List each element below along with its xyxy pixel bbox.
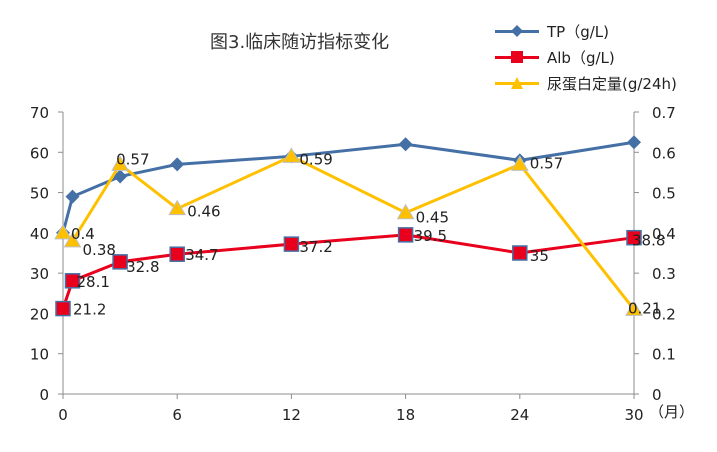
y-left-tick-label: 10 [30,346,49,364]
x-tick-label: 0 [58,406,68,424]
tp-point [398,137,413,152]
y-right-tick-label: 0.7 [652,104,676,122]
legend-item-alb: Alb（g/L) [495,44,710,70]
y-left-tick-label: 30 [30,265,49,283]
protein-data-label: 0.4 [71,225,95,243]
y-right-tick-label: 0.6 [652,144,676,162]
alb-data-label: 32.8 [126,258,159,276]
legend-item-protein: 尿蛋白定量(g/24h) [495,70,710,96]
y-left-tick-label: 50 [30,185,49,203]
protein-point [168,199,187,216]
alb-point [512,245,528,261]
alb-data-label: 28.1 [77,273,110,291]
chart-legend: TP（g/L) Alb（g/L) 尿蛋白定量(g/24h) [495,18,710,96]
protein-data-label: 0.21 [628,299,661,317]
protein-series-line [62,154,636,311]
alb-series-line [61,233,635,310]
protein-point [54,223,72,240]
alb-data-label: 39.5 [414,227,447,245]
alb-data-label: 35 [530,247,549,265]
legend-label-tp: TP（g/L) [547,23,609,41]
protein-point [625,300,643,316]
y-left-tick-label: 70 [30,104,49,122]
protein-data-label: 0.46 [187,203,220,221]
tp-point [170,157,185,172]
protein-data-label: 0.45 [416,209,449,227]
alb-data-label: 34.7 [185,246,218,264]
triangle-marker-icon [511,77,523,89]
protein-data-label: 0.57 [116,150,149,168]
x-tick-label: 12 [282,406,301,424]
y-left-tick-label: 40 [30,225,49,243]
diamond-marker-icon [511,25,523,37]
legend-item-tp: TP（g/L) [495,18,710,44]
y-right-tick-label: 0 [652,386,662,404]
alb-data-label: 21.2 [73,301,106,319]
x-tick-label: 6 [172,406,182,424]
alb-point [626,229,642,246]
y-right-tick-label: 0.2 [652,305,676,323]
alb-point [169,246,185,262]
y-left-tick-label: 0 [39,386,49,404]
y-left-tick-label: 20 [30,305,49,323]
protein-point [282,147,301,163]
x-axis-unit: （月） [649,403,695,421]
tp-point [65,189,80,204]
y-left-tick-label: 60 [30,144,49,162]
alb-data-label: 37.2 [299,238,332,256]
legend-label-alb: Alb（g/L) [547,49,615,67]
protein-point [396,203,415,220]
chart-title: 图3.临床随访指标变化 [210,32,390,53]
y-right-tick-label: 0.3 [652,265,676,283]
y-right-tick-label: 0.4 [652,225,676,243]
alb-point [283,236,300,252]
protein-data-label: 0.59 [299,150,332,168]
legend-label-protein: 尿蛋白定量(g/24h) [547,75,677,93]
square-marker-icon [511,51,523,63]
protein-data-label: 0.57 [530,154,563,172]
protein-point [111,155,129,171]
alb-point [64,273,81,289]
alb-point [112,254,128,270]
tp-point [627,135,641,150]
x-tick-label: 30 [624,406,643,424]
protein-point [63,231,82,248]
alb-point [55,300,71,317]
protein-data-label: 0.38 [83,241,116,259]
alb-point [397,227,414,243]
tp-series-line [61,140,635,234]
x-tick-label: 18 [396,406,415,424]
x-tick-label: 24 [510,406,529,424]
alb-data-label: 38.8 [632,232,665,250]
y-right-tick-label: 0.5 [652,185,676,203]
y-right-tick-label: 0.1 [652,346,676,364]
protein-point [510,155,529,171]
tp-point [113,169,128,184]
